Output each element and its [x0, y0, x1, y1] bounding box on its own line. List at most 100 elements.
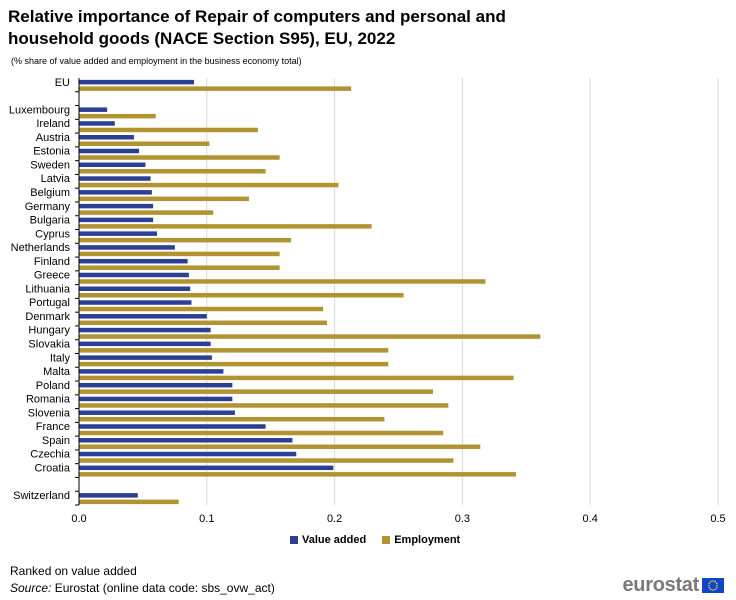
bar-value-added [79, 79, 195, 85]
bar-value-added [79, 148, 140, 154]
bar-employment [79, 237, 292, 243]
bar-employment [79, 155, 280, 160]
bar-employment [79, 196, 249, 202]
category-label: Netherlands [11, 242, 71, 254]
category-label: Czechia [30, 449, 71, 461]
category-label: Croatia [35, 462, 71, 474]
eu-flag-icon [702, 578, 724, 593]
category-label: Hungary [28, 325, 70, 337]
category-label: Bulgaria [30, 215, 71, 227]
legend-item-employment: Employment [382, 534, 460, 546]
bar-value-added [79, 286, 191, 291]
bar-value-added [79, 314, 207, 319]
bar-value-added [79, 272, 189, 278]
x-tick-label: 0.3 [455, 513, 470, 525]
source-line: Source: Eurostat (online data code: sbs_… [10, 581, 275, 595]
bar-value-added [79, 203, 154, 209]
bar-employment [79, 334, 541, 339]
category-label: EU [55, 77, 70, 89]
bar-value-added [79, 355, 212, 360]
bar-value-added [79, 410, 235, 415]
x-axis: 0.0 0.1 0.2 0.3 0.4 0.5 [71, 78, 726, 525]
category-label: Spain [42, 435, 70, 447]
bar-value-added [79, 176, 151, 181]
bar-employment [79, 141, 210, 146]
bar-employment [79, 348, 389, 353]
category-label: Portugal [29, 297, 70, 309]
category-label: Latvia [41, 173, 71, 185]
bar-value-added [79, 162, 146, 168]
bar-value-added [79, 245, 175, 250]
bar-employment [79, 416, 385, 422]
bar-employment [79, 375, 514, 381]
category-label: Malta [43, 366, 71, 378]
bar-value-added [79, 451, 297, 457]
bar-employment [79, 86, 352, 91]
bar-value-added [79, 396, 233, 402]
bar-value-added [79, 438, 293, 443]
category-label: Slovenia [28, 407, 71, 419]
bar-employment [79, 403, 449, 408]
category-label: Belgium [30, 187, 70, 199]
bar-value-added [79, 327, 211, 333]
bar-value-added [79, 107, 108, 112]
bars [79, 79, 541, 505]
bar-employment [79, 458, 454, 463]
bar-employment [79, 430, 444, 436]
bar-employment [79, 306, 324, 312]
bar-employment [79, 224, 372, 229]
bar-value-added [79, 134, 134, 140]
category-label: Cyprus [35, 228, 70, 240]
category-label: France [36, 421, 70, 433]
x-tick-label: 0.1 [199, 513, 214, 525]
ranking-note: Ranked on value added [10, 564, 137, 578]
category-label: Switzerland [13, 490, 70, 502]
bar-value-added [79, 493, 138, 498]
bar-value-added [79, 382, 233, 388]
x-tick-label: 0.4 [583, 513, 598, 525]
chart-subtitle: (% share of value added and employment i… [11, 56, 302, 66]
legend-swatch-value-added [290, 536, 298, 544]
eurostat-logo: eurostat [622, 574, 724, 597]
category-label: Italy [50, 352, 71, 364]
bar-employment [79, 361, 389, 367]
category-label: Lithuania [25, 283, 71, 295]
bar-value-added [79, 369, 224, 374]
category-label: Poland [36, 380, 70, 392]
bar-employment [79, 127, 258, 133]
legend-swatch-employment [382, 536, 391, 544]
category-label: Luxembourg [9, 104, 70, 116]
category-label: Estonia [33, 146, 71, 158]
bar-employment [79, 444, 481, 450]
bar-employment [79, 472, 517, 477]
bar-value-added [79, 341, 211, 347]
bar-employment [79, 320, 327, 326]
bar-employment [79, 169, 266, 174]
x-tick-label: 0.5 [710, 513, 725, 525]
category-label: Denmark [25, 311, 70, 323]
bar-value-added [79, 121, 115, 126]
source-label: Source: [10, 581, 52, 595]
legend-label-value-added: Value added [302, 534, 367, 546]
category-label: Sweden [30, 159, 70, 171]
bar-employment [79, 279, 486, 284]
legend: Value added Employment [290, 534, 476, 546]
bar-value-added [79, 231, 157, 236]
logo-text: eurostat [622, 574, 699, 596]
category-label: Austria [36, 132, 71, 144]
bar-value-added [79, 190, 152, 195]
category-label: Romania [26, 394, 71, 406]
bar-employment [79, 265, 280, 270]
category-label: Ireland [36, 118, 70, 130]
x-tick-label: 0.0 [71, 513, 86, 525]
bar-employment [79, 210, 214, 215]
bar-value-added [79, 300, 192, 305]
category-label: Slovakia [28, 339, 70, 351]
bar-employment [79, 251, 280, 257]
bar-employment [79, 293, 404, 298]
bar-value-added [79, 465, 334, 471]
bar-value-added [79, 258, 188, 264]
bar-employment [79, 182, 339, 188]
